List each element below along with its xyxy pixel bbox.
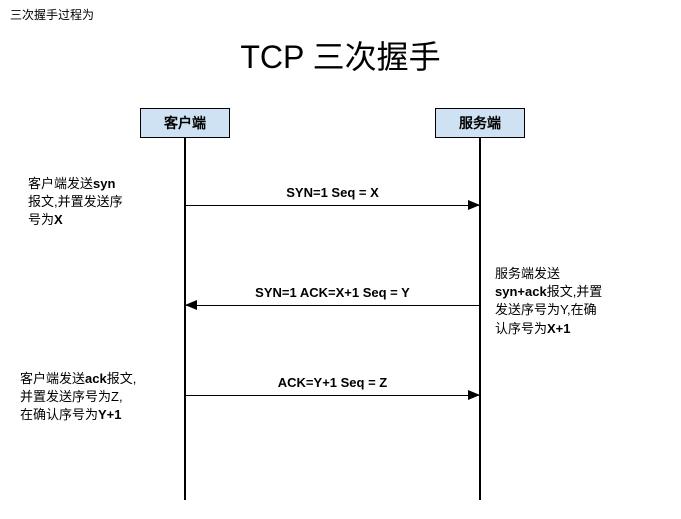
- message-1-line: [185, 205, 480, 206]
- message-3-note: 客户端发送ack报文,并置发送序号为Z,在确认序号为Y+1: [20, 370, 180, 425]
- page-caption: 三次握手过程为: [10, 6, 94, 23]
- server-node: 服务端: [435, 108, 525, 138]
- message-2-label: SYN=1 ACK=X+1 Seq = Y: [185, 285, 480, 300]
- message-3-arrowhead: [468, 390, 480, 400]
- message-1-note: 客户端发送syn报文,并置发送序号为X: [28, 175, 163, 230]
- message-3-line: [185, 395, 480, 396]
- message-1-label: SYN=1 Seq = X: [185, 185, 480, 200]
- message-1-arrowhead: [468, 200, 480, 210]
- message-2-arrowhead: [185, 300, 197, 310]
- message-2-note: 服务端发送syn+ack报文,并置发送序号为Y,在确认序号为X+1: [495, 265, 665, 338]
- message-2-line: [185, 305, 480, 306]
- message-3-label: ACK=Y+1 Seq = Z: [185, 375, 480, 390]
- diagram-title: TCP 三次握手: [0, 32, 681, 78]
- client-node: 客户端: [140, 108, 230, 138]
